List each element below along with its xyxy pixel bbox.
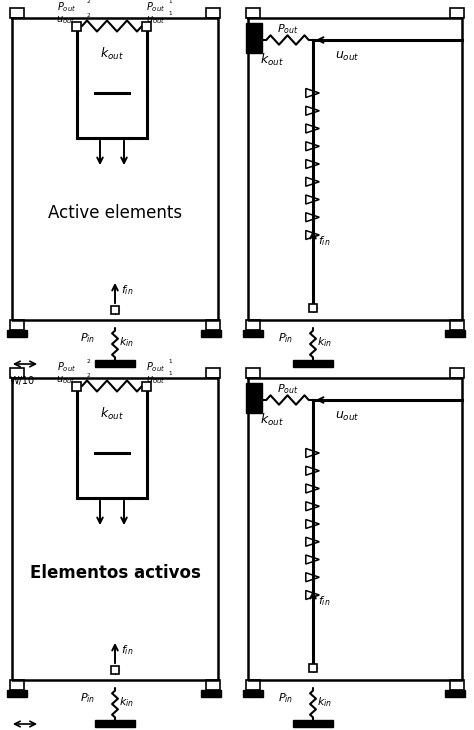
Text: $k_{out}$: $k_{out}$ <box>260 52 284 68</box>
Bar <box>309 304 317 312</box>
Bar <box>246 8 260 18</box>
Bar <box>10 8 24 18</box>
Bar <box>7 330 27 337</box>
Text: $P_{in}$: $P_{in}$ <box>80 691 95 705</box>
Bar <box>95 360 135 367</box>
Text: $k_{in}$: $k_{in}$ <box>317 695 332 709</box>
Bar <box>206 368 220 378</box>
Bar <box>10 368 24 378</box>
Text: $_2$: $_2$ <box>86 371 91 380</box>
Bar <box>201 330 221 337</box>
Bar <box>246 368 260 378</box>
Bar <box>95 720 135 727</box>
Bar <box>445 690 465 697</box>
Text: $k_{out}$: $k_{out}$ <box>260 412 284 428</box>
Bar <box>10 680 24 690</box>
Bar <box>10 320 24 330</box>
Bar <box>206 320 220 330</box>
Text: $f_{in}$: $f_{in}$ <box>318 234 330 248</box>
Bar <box>201 690 221 697</box>
Bar <box>309 664 317 672</box>
Bar <box>206 680 220 690</box>
Text: $P_{out}$: $P_{out}$ <box>57 360 76 374</box>
Text: $f_{in}$: $f_{in}$ <box>318 594 330 608</box>
Text: $f_{in}$: $f_{in}$ <box>121 283 134 297</box>
Bar <box>206 8 220 18</box>
Bar <box>246 383 262 413</box>
Text: $P_{out}$: $P_{out}$ <box>146 360 165 374</box>
Text: $k_{in}$: $k_{in}$ <box>119 335 134 349</box>
Text: $^1$: $^1$ <box>168 0 173 8</box>
Text: $u_{out}$: $u_{out}$ <box>146 374 165 386</box>
Bar <box>246 680 260 690</box>
Text: W/10: W/10 <box>10 376 35 386</box>
Text: $k_{in}$: $k_{in}$ <box>119 695 134 709</box>
Text: $P_{out}$: $P_{out}$ <box>277 22 298 36</box>
Bar <box>243 690 263 697</box>
Text: $k_{out}$: $k_{out}$ <box>100 406 124 422</box>
Bar <box>243 330 263 337</box>
Text: $^2$: $^2$ <box>86 0 91 8</box>
Text: $u_{out}$: $u_{out}$ <box>146 14 165 26</box>
Bar <box>450 320 464 330</box>
Text: $_2$: $_2$ <box>86 11 91 20</box>
Bar <box>246 23 262 53</box>
Text: $^2$: $^2$ <box>86 359 91 368</box>
Bar <box>445 330 465 337</box>
Bar <box>143 21 152 31</box>
Text: $P_{out}$: $P_{out}$ <box>146 0 165 14</box>
Bar <box>450 368 464 378</box>
Bar <box>246 320 260 330</box>
Text: $P_{in}$: $P_{in}$ <box>278 691 293 705</box>
Text: $u_{out}$: $u_{out}$ <box>56 374 76 386</box>
Bar <box>111 666 119 674</box>
Text: $u_{out}$: $u_{out}$ <box>56 14 76 26</box>
Bar <box>7 690 27 697</box>
Bar <box>73 382 82 391</box>
Bar <box>143 382 152 391</box>
Text: $k_{in}$: $k_{in}$ <box>317 335 332 349</box>
Text: $P_{in}$: $P_{in}$ <box>278 331 293 345</box>
Text: $f_{in}$: $f_{in}$ <box>121 643 134 657</box>
Bar <box>293 720 333 727</box>
Text: $u_{out}$: $u_{out}$ <box>335 50 359 63</box>
Text: $^1$: $^1$ <box>168 11 173 20</box>
Text: Elementos activos: Elementos activos <box>29 564 201 582</box>
Bar <box>450 8 464 18</box>
Text: $^1$: $^1$ <box>168 371 173 380</box>
Text: $^1$: $^1$ <box>168 359 173 368</box>
Bar <box>450 680 464 690</box>
Bar <box>73 21 82 31</box>
Text: $P_{out}$: $P_{out}$ <box>277 383 298 396</box>
Text: $u_{out}$: $u_{out}$ <box>335 410 359 423</box>
Text: $P_{out}$: $P_{out}$ <box>57 0 76 14</box>
Text: $P_{in}$: $P_{in}$ <box>80 331 95 345</box>
Bar <box>111 306 119 314</box>
Text: Active elements: Active elements <box>48 204 182 222</box>
Text: $k_{out}$: $k_{out}$ <box>100 46 124 62</box>
Bar <box>293 360 333 367</box>
